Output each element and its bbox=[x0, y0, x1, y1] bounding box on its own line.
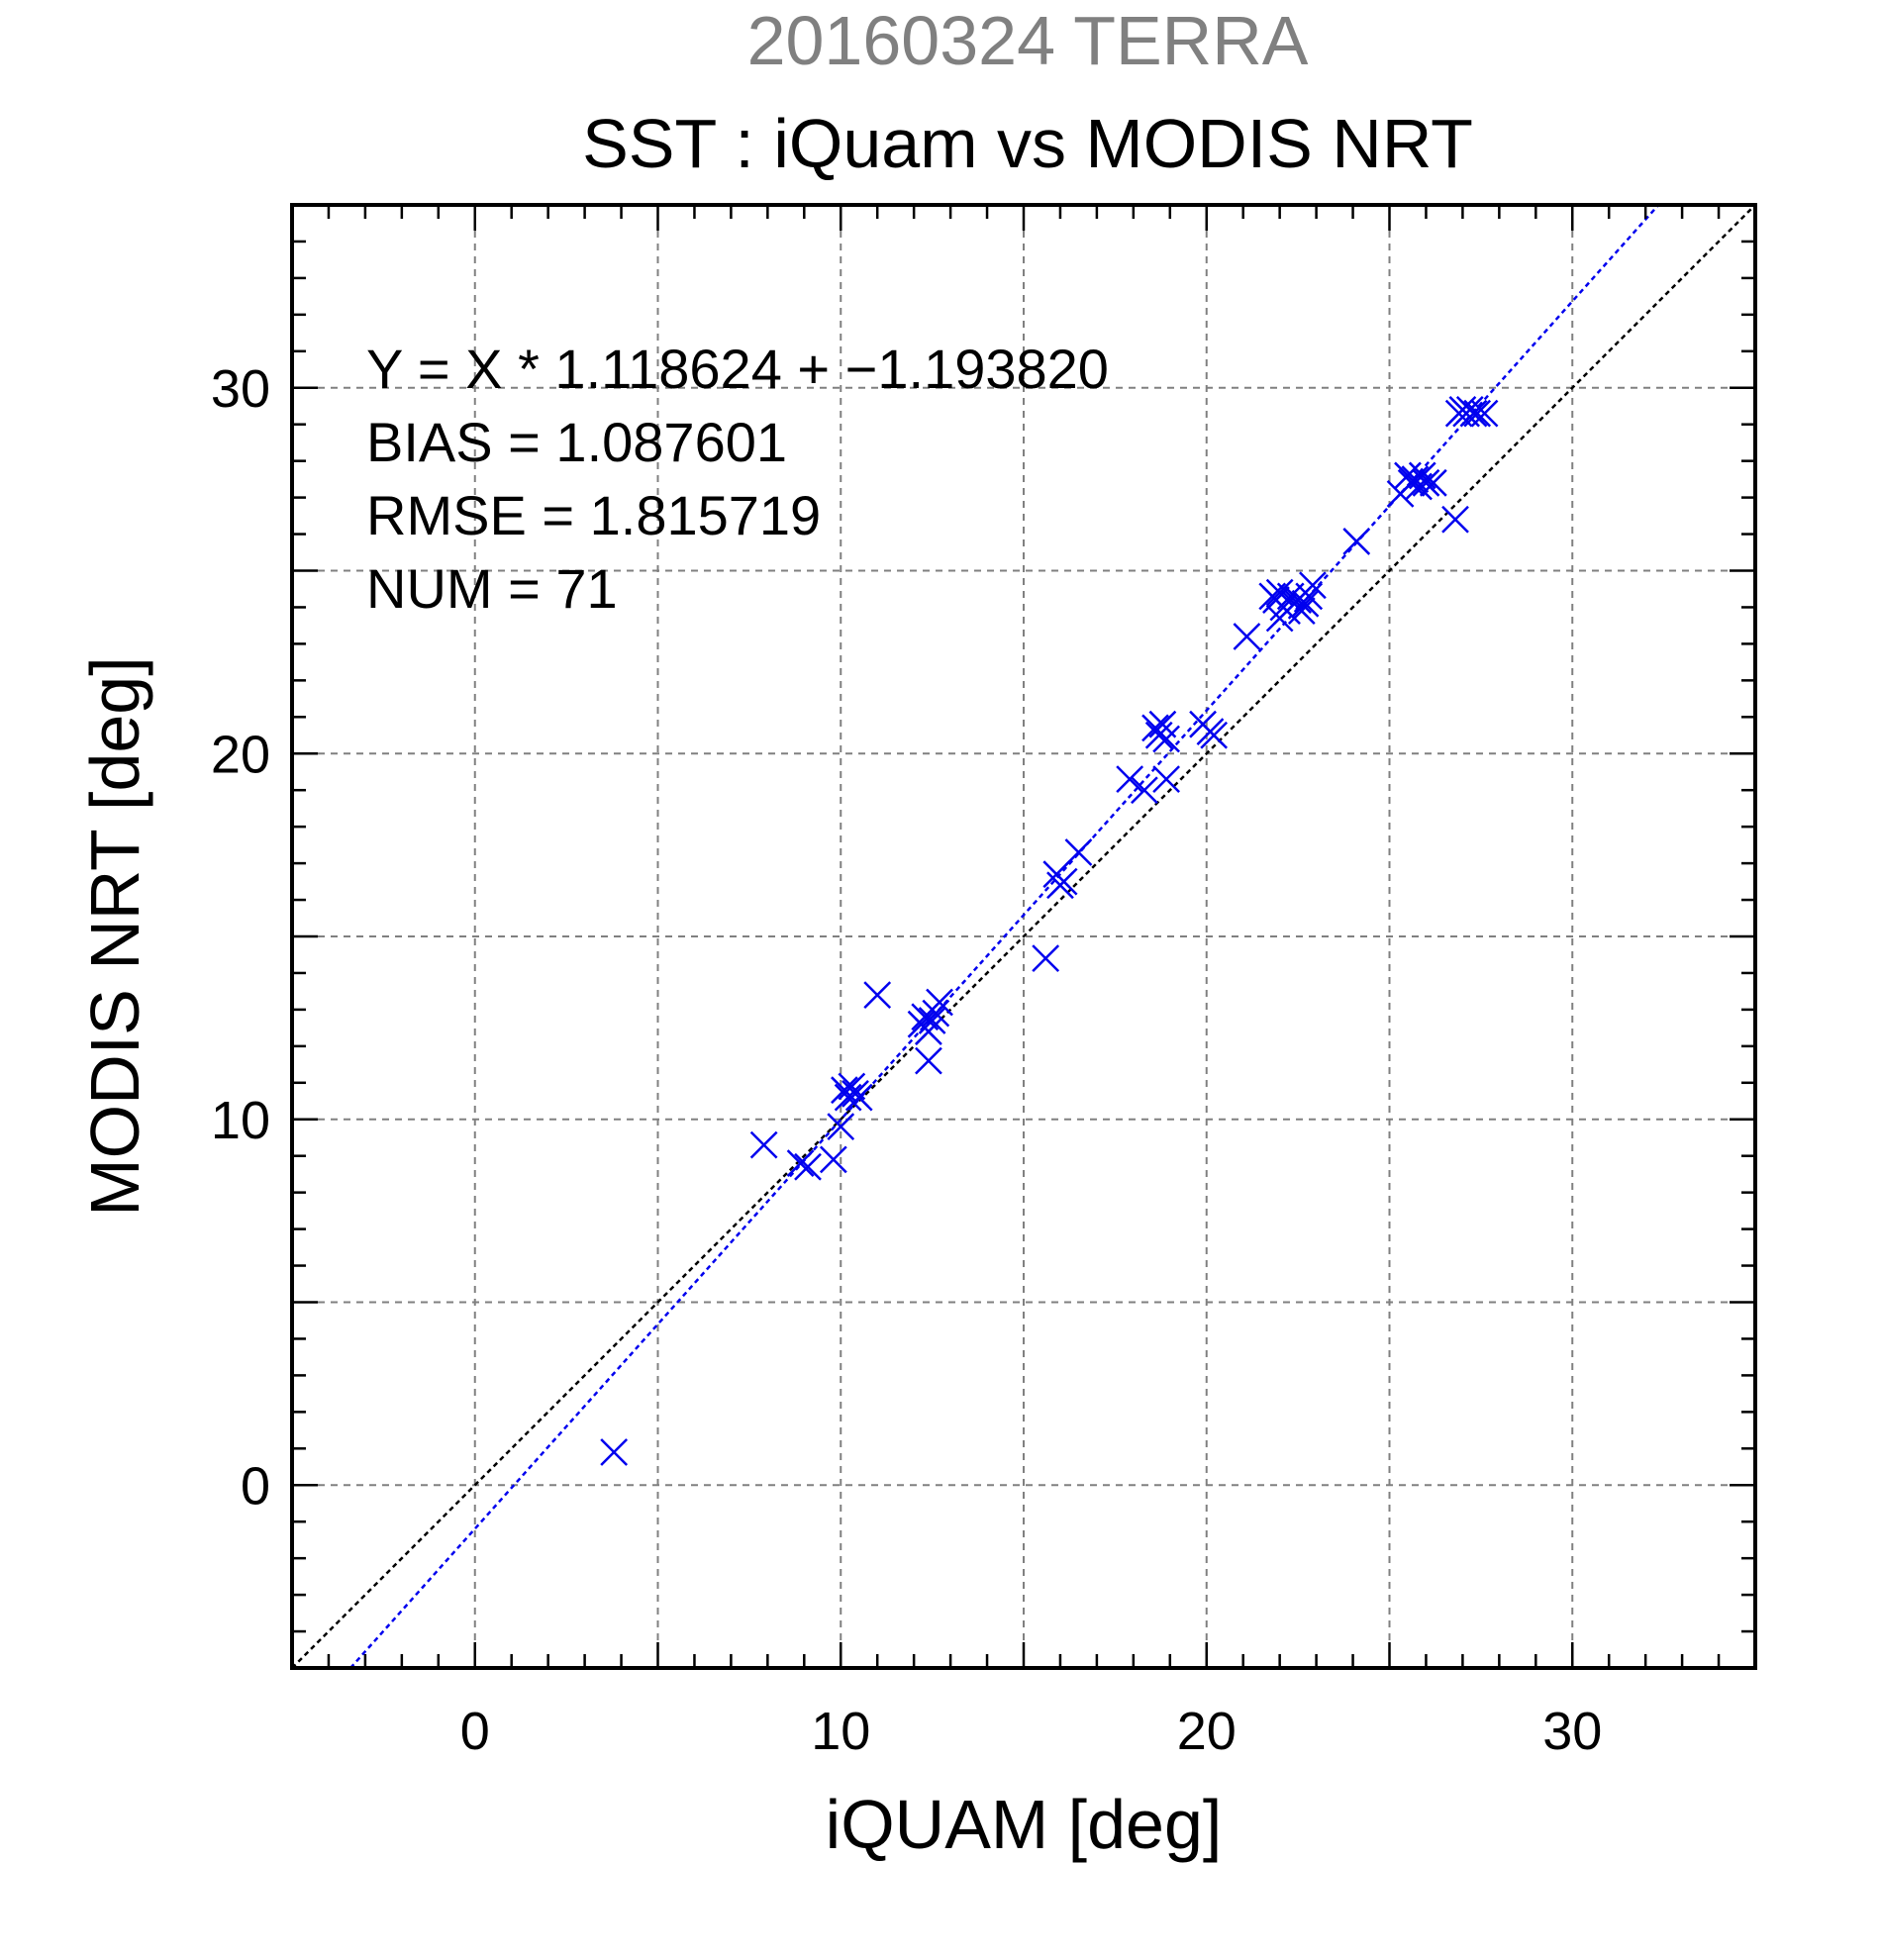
data-point-marker bbox=[1287, 597, 1316, 626]
chart-title: SST : iQuam vs MODIS NRT bbox=[582, 105, 1473, 182]
x-axis-title: iQUAM [deg] bbox=[826, 1786, 1223, 1863]
x-tick-label: 30 bbox=[1542, 1702, 1602, 1761]
data-point-marker bbox=[1131, 776, 1158, 805]
data-point-marker bbox=[1299, 571, 1327, 600]
plot-frame bbox=[290, 203, 1757, 1670]
x-tick-label: 10 bbox=[811, 1702, 870, 1761]
data-point-marker bbox=[831, 1076, 858, 1105]
y-tick-label: 10 bbox=[211, 1091, 270, 1150]
data-point-marker bbox=[863, 981, 892, 1010]
data-point-marker bbox=[1291, 589, 1320, 618]
data-point-marker bbox=[1032, 944, 1060, 973]
y-tick-labels: 0 10 20 30 bbox=[211, 359, 270, 1517]
axis-ticks bbox=[292, 205, 1755, 1668]
stats-num: NUM = 71 bbox=[366, 557, 618, 620]
data-point-marker bbox=[922, 999, 950, 1028]
data-point-marker bbox=[915, 1046, 942, 1075]
regression-line bbox=[349, 204, 1660, 1669]
data-point-marker bbox=[1441, 505, 1469, 534]
data-point-marker bbox=[1144, 721, 1173, 749]
data-point-marker bbox=[1401, 465, 1430, 494]
data-point-marker bbox=[1233, 623, 1261, 650]
x-tick-label: 20 bbox=[1177, 1702, 1237, 1761]
stats-bias: BIAS = 1.087601 bbox=[366, 411, 787, 473]
data-point-marker bbox=[1049, 867, 1078, 896]
y-tick-label: 0 bbox=[241, 1456, 270, 1516]
reference-lines bbox=[291, 204, 1756, 1669]
data-point-marker bbox=[794, 1152, 822, 1181]
data-point-marker bbox=[1152, 725, 1180, 753]
data-point-marker bbox=[926, 988, 953, 1017]
data-points bbox=[600, 396, 1499, 1466]
data-point-marker bbox=[1064, 838, 1093, 866]
y-tick-label: 20 bbox=[211, 725, 270, 784]
chart-supertitle: 20160324 TERRA bbox=[747, 2, 1309, 79]
y-axis-title: MODIS NRT [deg] bbox=[76, 656, 153, 1216]
data-point-marker bbox=[827, 1113, 855, 1141]
data-point-marker bbox=[786, 1149, 815, 1177]
data-point-marker bbox=[834, 1083, 862, 1112]
identity-line bbox=[291, 204, 1756, 1669]
data-point-marker bbox=[1152, 765, 1180, 793]
data-point-marker bbox=[844, 1083, 873, 1112]
x-tick-labels: 0 10 20 30 bbox=[460, 1702, 1603, 1761]
data-point-marker bbox=[1419, 468, 1447, 497]
data-point-marker bbox=[1463, 399, 1492, 428]
data-point-marker bbox=[749, 1130, 778, 1159]
data-point-marker bbox=[600, 1438, 629, 1466]
data-point-marker bbox=[1459, 399, 1488, 428]
data-point-marker bbox=[1470, 399, 1499, 428]
data-point-marker bbox=[918, 1007, 946, 1034]
y-tick-label: 30 bbox=[211, 359, 270, 419]
data-point-marker bbox=[1412, 468, 1440, 497]
stats-rmse: RMSE = 1.815719 bbox=[366, 484, 821, 546]
data-point-marker bbox=[915, 1018, 942, 1045]
x-tick-label: 0 bbox=[460, 1702, 490, 1761]
data-point-marker bbox=[1200, 721, 1229, 749]
data-point-marker bbox=[1295, 582, 1324, 611]
data-point-marker bbox=[819, 1145, 847, 1174]
stats-equation: Y = X * 1.118624 + −1.193820 bbox=[366, 338, 1109, 400]
data-point-marker bbox=[1116, 765, 1144, 793]
data-point-marker bbox=[1342, 528, 1371, 555]
